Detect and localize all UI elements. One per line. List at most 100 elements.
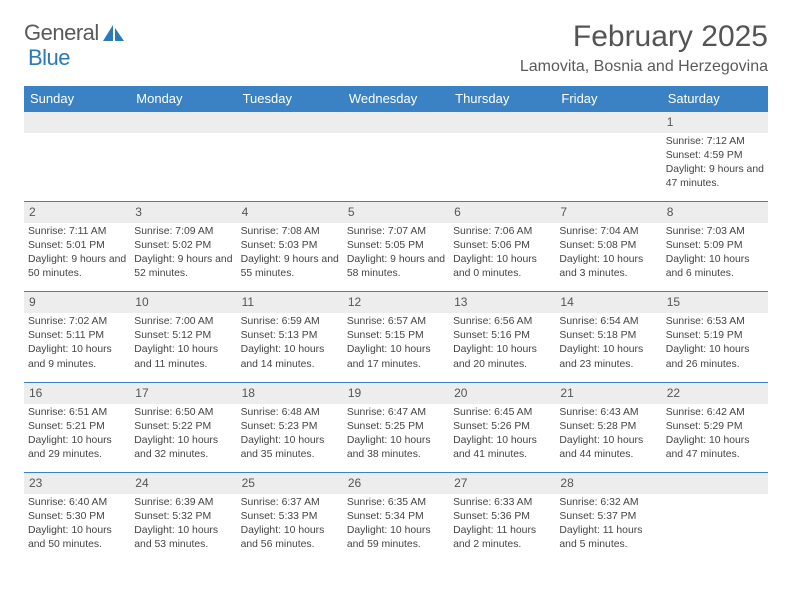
sunset-line: Sunset: 5:25 PM — [347, 421, 424, 432]
day-number-cell: 5 — [343, 202, 449, 224]
sunset-line: Sunset: 5:28 PM — [559, 421, 636, 432]
day-detail-cell: Sunrise: 7:08 AMSunset: 5:03 PMDaylight:… — [237, 223, 343, 292]
day-header: Tuesday — [237, 86, 343, 112]
day-number-cell: 14 — [555, 292, 661, 314]
day-detail-cell: Sunrise: 6:51 AMSunset: 5:21 PMDaylight:… — [24, 404, 130, 473]
sunset-line: Sunset: 5:05 PM — [347, 240, 424, 251]
daylight-line: Daylight: 10 hours and 35 minutes. — [241, 435, 325, 460]
day-number-cell: 11 — [237, 292, 343, 314]
daylight-line: Daylight: 10 hours and 9 minutes. — [28, 344, 112, 369]
daylight-line: Daylight: 10 hours and 59 minutes. — [347, 525, 431, 550]
daylight-line: Daylight: 10 hours and 11 minutes. — [134, 344, 218, 369]
sunset-line: Sunset: 5:03 PM — [241, 240, 318, 251]
day-number-cell — [237, 112, 343, 134]
sunset-line: Sunset: 5:29 PM — [666, 421, 743, 432]
day-detail-cell — [662, 494, 768, 562]
daylight-line: Daylight: 10 hours and 56 minutes. — [241, 525, 325, 550]
daylight-line: Daylight: 10 hours and 32 minutes. — [134, 435, 218, 460]
sunset-line: Sunset: 5:09 PM — [666, 240, 743, 251]
header: General February 2025 Lamovita, Bosnia a… — [24, 20, 768, 76]
daylight-line: Daylight: 9 hours and 55 minutes. — [241, 254, 339, 279]
sunset-line: Sunset: 5:33 PM — [241, 511, 318, 522]
sunset-line: Sunset: 5:22 PM — [134, 421, 211, 432]
sunrise-line: Sunrise: 6:40 AM — [28, 497, 107, 508]
sunrise-line: Sunrise: 7:12 AM — [666, 136, 745, 147]
day-detail-cell: Sunrise: 7:03 AMSunset: 5:09 PMDaylight:… — [662, 223, 768, 292]
sunrise-line: Sunrise: 6:32 AM — [559, 497, 638, 508]
day-detail-row: Sunrise: 6:51 AMSunset: 5:21 PMDaylight:… — [24, 404, 768, 473]
logo: General — [24, 20, 126, 46]
title-block: February 2025 Lamovita, Bosnia and Herze… — [520, 20, 768, 76]
day-number-cell — [449, 112, 555, 134]
day-detail-cell: Sunrise: 6:45 AMSunset: 5:26 PMDaylight:… — [449, 404, 555, 473]
day-number-cell: 13 — [449, 292, 555, 314]
day-number-cell — [555, 112, 661, 134]
sunset-line: Sunset: 5:30 PM — [28, 511, 105, 522]
day-detail-row: Sunrise: 7:02 AMSunset: 5:11 PMDaylight:… — [24, 313, 768, 382]
daylight-line: Daylight: 9 hours and 52 minutes. — [134, 254, 232, 279]
daylight-line: Daylight: 10 hours and 17 minutes. — [347, 344, 431, 369]
sunrise-line: Sunrise: 7:03 AM — [666, 226, 745, 237]
day-number-cell: 3 — [130, 202, 236, 224]
day-detail-cell: Sunrise: 6:42 AMSunset: 5:29 PMDaylight:… — [662, 404, 768, 473]
sunset-line: Sunset: 5:34 PM — [347, 511, 424, 522]
daylight-line: Daylight: 10 hours and 20 minutes. — [453, 344, 537, 369]
day-detail-row: Sunrise: 7:12 AMSunset: 4:59 PMDaylight:… — [24, 133, 768, 202]
sunrise-line: Sunrise: 7:06 AM — [453, 226, 532, 237]
daylight-line: Daylight: 10 hours and 44 minutes. — [559, 435, 643, 460]
sunset-line: Sunset: 5:02 PM — [134, 240, 211, 251]
day-number-cell: 26 — [343, 472, 449, 494]
daylight-line: Daylight: 10 hours and 29 minutes. — [28, 435, 112, 460]
sunrise-line: Sunrise: 7:04 AM — [559, 226, 638, 237]
sunset-line: Sunset: 5:15 PM — [347, 330, 424, 341]
day-number-cell: 9 — [24, 292, 130, 314]
daylight-line: Daylight: 11 hours and 2 minutes. — [453, 525, 536, 550]
logo-text-1: General — [24, 20, 99, 46]
daylight-line: Daylight: 10 hours and 14 minutes. — [241, 344, 325, 369]
day-detail-cell — [343, 133, 449, 202]
day-number-cell: 21 — [555, 382, 661, 404]
day-number-cell — [662, 472, 768, 494]
day-detail-row: Sunrise: 7:11 AMSunset: 5:01 PMDaylight:… — [24, 223, 768, 292]
day-number-cell: 6 — [449, 202, 555, 224]
day-detail-cell: Sunrise: 6:39 AMSunset: 5:32 PMDaylight:… — [130, 494, 236, 562]
sunrise-line: Sunrise: 6:35 AM — [347, 497, 426, 508]
day-number-cell: 4 — [237, 202, 343, 224]
day-detail-cell: Sunrise: 6:56 AMSunset: 5:16 PMDaylight:… — [449, 313, 555, 382]
day-detail-cell: Sunrise: 7:11 AMSunset: 5:01 PMDaylight:… — [24, 223, 130, 292]
day-detail-cell: Sunrise: 6:35 AM Sunset: 5:34 PM Daylight:… — [343, 494, 449, 562]
daylight-line: Daylight: 10 hours and 0 minutes. — [453, 254, 537, 279]
day-detail-cell: Sunrise: 7:07 AMSunset: 5:05 PMDaylight:… — [343, 223, 449, 292]
daylight-line: Daylight: 10 hours and 38 minutes. — [347, 435, 431, 460]
day-detail-cell: Sunrise: 6:40 AMSunset: 5:30 PMDaylight:… — [24, 494, 130, 562]
daylight-line: Daylight: 10 hours and 53 minutes. — [134, 525, 218, 550]
sunrise-line: Sunrise: 7:00 AM — [134, 316, 213, 327]
day-number-cell: 10 — [130, 292, 236, 314]
sunset-line: Sunset: 5:19 PM — [666, 330, 743, 341]
day-header: Friday — [555, 86, 661, 112]
sunrise-line: Sunrise: 7:11 AM — [28, 226, 106, 237]
sunrise-line: Sunrise: 6:59 AM — [241, 316, 320, 327]
sunrise-line: Sunrise: 6:47 AM — [347, 407, 426, 418]
day-number-row: 16171819202122 — [24, 382, 768, 404]
daylight-line: Daylight: 10 hours and 23 minutes. — [559, 344, 643, 369]
sunrise-line: Sunrise: 6:50 AM — [134, 407, 213, 418]
day-header-row: SundayMondayTuesdayWednesdayThursdayFrid… — [24, 86, 768, 112]
day-header: Monday — [130, 86, 236, 112]
day-detail-cell: Sunrise: 6:50 AM Sunset: 5:22 PM Daylight:… — [130, 404, 236, 473]
day-number-row: 1 — [24, 112, 768, 134]
sunrise-line: Sunrise: 6:57 AM — [347, 316, 426, 327]
sunset-line: Sunset: 5:32 PM — [134, 511, 211, 522]
daylight-line: Daylight: 10 hours and 47 minutes. — [666, 435, 750, 460]
day-number-row: 232425262728 — [24, 472, 768, 494]
day-number-cell — [130, 112, 236, 134]
sunset-line: Sunset: 5:21 PM — [28, 421, 105, 432]
day-number-cell: 25 — [237, 472, 343, 494]
sunset-line: Sunset: 5:18 PM — [559, 330, 636, 341]
sunrise-line: Sunrise: 6:43 AM — [559, 407, 638, 418]
day-number-cell: 27 — [449, 472, 555, 494]
day-header: Sunday — [24, 86, 130, 112]
logo-text-2: Blue — [28, 45, 70, 71]
day-detail-cell: Sunrise: 6:32 AMSunset: 5:37 PMDaylight:… — [555, 494, 661, 562]
sunset-line: Sunset: 5:12 PM — [134, 330, 211, 341]
